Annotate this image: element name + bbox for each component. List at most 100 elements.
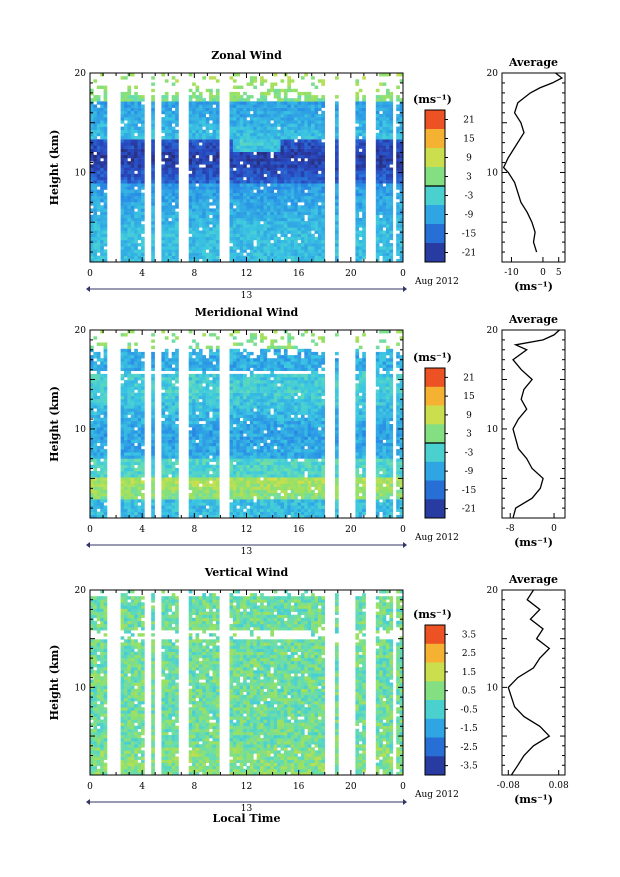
heatmap-cell — [308, 168, 312, 171]
heatmap-cell — [192, 361, 196, 364]
heatmap-cell — [379, 95, 383, 98]
heatmap-cell — [294, 246, 298, 249]
heatmap-cell — [121, 374, 125, 377]
heatmap-cell — [100, 399, 104, 402]
heatmap-cell — [270, 221, 274, 224]
heatmap-cell — [165, 149, 169, 152]
heatmap-cell — [308, 183, 312, 186]
heatmap-cell — [240, 86, 244, 89]
heatmap-cell — [97, 415, 101, 418]
heatmap-cell — [298, 177, 302, 180]
heatmap-cell — [202, 193, 206, 196]
heatmap-cell — [311, 76, 315, 79]
heatmap-cell — [383, 231, 387, 234]
heatmap-cell — [97, 190, 101, 193]
heatmap-cell — [121, 455, 125, 458]
heatmap-cell — [304, 174, 308, 177]
heatmap-cell — [104, 149, 108, 152]
heatmap-cell — [213, 405, 217, 408]
heatmap-cell — [281, 174, 285, 177]
heatmap-cell — [141, 374, 145, 377]
heatmap-cell — [172, 136, 176, 139]
heatmap-cell — [161, 512, 165, 515]
heatmap-cell — [379, 212, 383, 215]
heatmap-cell — [267, 136, 271, 139]
heatmap-cell — [151, 412, 155, 415]
heatmap-cell — [138, 446, 142, 449]
heatmap-cell — [257, 212, 261, 215]
heatmap-cell — [127, 253, 131, 256]
heatmap-cell — [264, 190, 268, 193]
heatmap-cell — [308, 174, 312, 177]
heatmap-cell — [199, 446, 203, 449]
heatmap-cell — [127, 358, 131, 361]
heatmap-cell — [247, 136, 251, 139]
heatmap-cell — [90, 227, 94, 230]
heatmap-cell — [134, 95, 138, 98]
heatmap-cell — [250, 212, 254, 215]
heatmap-cell — [192, 215, 196, 218]
heatmap-cell — [298, 243, 302, 246]
heatmap-cell — [202, 418, 206, 421]
heatmap-cell — [308, 98, 312, 101]
heatmap-cell — [379, 227, 383, 230]
heatmap-cell — [168, 368, 172, 371]
heatmap-cell — [308, 231, 312, 234]
heatmap-cell — [151, 83, 155, 86]
heatmap-cell — [196, 490, 200, 493]
heatmap-cell — [321, 130, 325, 133]
heatmap-cell — [359, 231, 363, 234]
heatmap-cell — [206, 227, 210, 230]
heatmap-cell — [281, 89, 285, 92]
heatmap-cell — [138, 383, 142, 386]
heatmap-cell — [362, 95, 366, 98]
heatmap-cell — [301, 92, 305, 95]
heatmap-cell — [202, 365, 206, 368]
heatmap-cell — [396, 139, 400, 142]
heatmap-cell — [298, 237, 302, 240]
heatmap-cell — [230, 205, 234, 208]
heatmap-cell — [213, 145, 217, 148]
heatmap-cell — [359, 186, 363, 189]
heatmap-cell — [298, 224, 302, 227]
heatmap-cell — [335, 249, 339, 252]
heatmap-cell — [202, 142, 206, 145]
heatmap-cell — [93, 336, 97, 339]
heatmap-cell — [294, 89, 298, 92]
heatmap-cell — [196, 256, 200, 259]
heatmap-cell — [396, 114, 400, 117]
heatmap-cell — [168, 499, 172, 502]
heatmap-cell — [97, 402, 101, 405]
heatmap-cell — [311, 130, 315, 133]
heatmap-cell — [270, 164, 274, 167]
heatmap-cell — [257, 215, 261, 218]
heatmap-cell — [199, 440, 203, 443]
heatmap-cell — [168, 399, 172, 402]
heatmap-cell — [304, 196, 308, 199]
heatmap-cell — [202, 509, 206, 512]
heatmap-cell — [383, 114, 387, 117]
heatmap-cell — [362, 76, 366, 79]
heatmap-cell — [121, 418, 125, 421]
heatmap-cell — [206, 393, 210, 396]
heatmap-cell — [206, 396, 210, 399]
heatmap-cell — [253, 212, 257, 215]
heatmap-cell — [199, 117, 203, 120]
heatmap-cell — [335, 196, 339, 199]
heatmap-cell — [93, 390, 97, 393]
heatmap-cell — [386, 127, 390, 130]
heatmap-cell — [192, 234, 196, 237]
heatmap-cell — [379, 180, 383, 183]
heatmap-cell — [100, 358, 104, 361]
heatmap-cell — [202, 477, 206, 480]
heatmap-cell — [396, 133, 400, 136]
heatmap-cell — [124, 465, 128, 468]
heatmap-cell — [121, 377, 125, 380]
heatmap-cell — [189, 139, 193, 142]
heatmap-cell — [294, 202, 298, 205]
heatmap-cell — [260, 117, 264, 120]
heatmap-cell — [318, 240, 322, 243]
heatmap-cell — [284, 227, 288, 230]
heatmap-cell — [151, 202, 155, 205]
heatmap-cell — [389, 205, 393, 208]
